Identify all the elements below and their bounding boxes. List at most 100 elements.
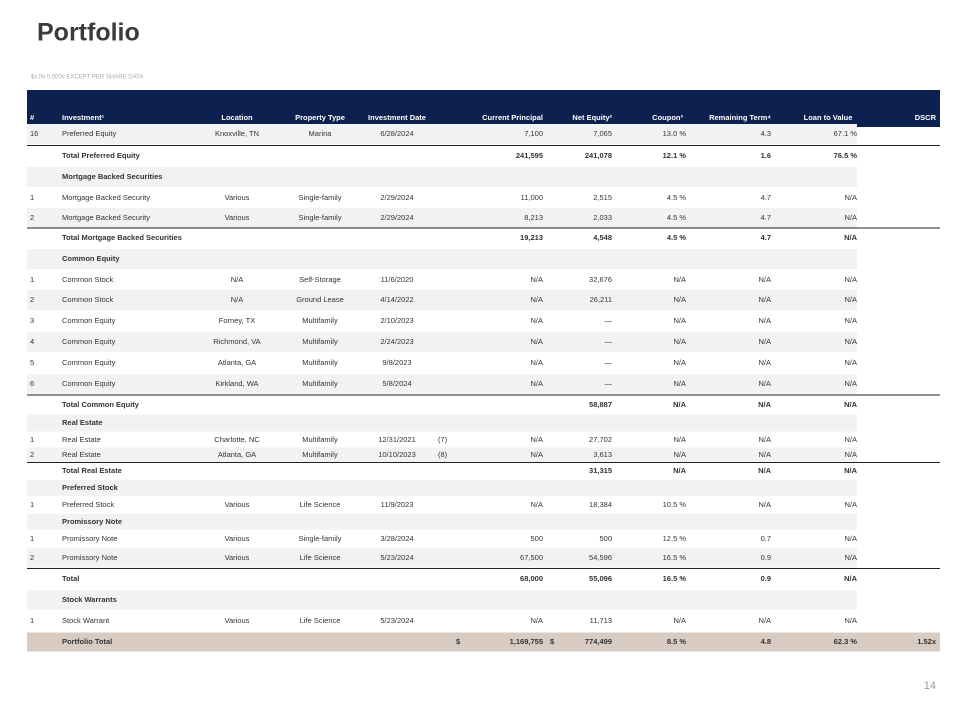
cell: — bbox=[605, 358, 613, 367]
cell: N/A bbox=[673, 337, 686, 346]
cell: 12.5 % bbox=[663, 534, 687, 543]
cell: 12/31/2021 bbox=[378, 435, 416, 444]
cell: Charlotte, NC bbox=[214, 435, 260, 444]
cell: 67,500 bbox=[520, 553, 543, 562]
section-label: Preferred Stock bbox=[62, 483, 119, 492]
row-band bbox=[27, 374, 857, 394]
page-title: Portfolio bbox=[37, 19, 140, 47]
cell: N/A bbox=[844, 275, 857, 284]
cell: N/A bbox=[758, 466, 772, 475]
header-cell: Investment Date bbox=[368, 113, 426, 122]
currency: $ bbox=[550, 637, 555, 646]
currency: $ bbox=[456, 637, 461, 646]
cell: Ground Lease bbox=[296, 295, 344, 304]
cell: Common Stock bbox=[62, 295, 114, 304]
row-band bbox=[27, 167, 857, 187]
cell: 1 bbox=[30, 275, 34, 284]
page-number: 14 bbox=[924, 680, 936, 692]
cell: 4.8 bbox=[761, 637, 771, 646]
cell: N/A bbox=[530, 616, 543, 625]
cell: N/A bbox=[673, 358, 686, 367]
cell: 11,713 bbox=[590, 616, 612, 625]
header-cell: Net Equity² bbox=[572, 113, 612, 122]
cell: N/A bbox=[844, 534, 857, 543]
cell: 16.5 % bbox=[663, 553, 687, 562]
cell: N/A bbox=[673, 616, 686, 625]
cell: 4.7 bbox=[761, 213, 771, 222]
cell: 10/10/2023 bbox=[378, 450, 416, 459]
cell: 32,676 bbox=[589, 275, 612, 284]
cell: Single-family bbox=[299, 213, 342, 222]
cell: Total Mortgage Backed Securities bbox=[62, 233, 182, 242]
footnote-mark: (8) bbox=[438, 450, 448, 459]
cell: N/A bbox=[673, 400, 687, 409]
cell: 4/14/2022 bbox=[380, 295, 413, 304]
cell: 4.7 bbox=[761, 193, 771, 202]
cell: 2,515 bbox=[593, 193, 612, 202]
cell: 62.3 % bbox=[834, 637, 858, 646]
subtitle: $s IN 0,000s EXCEPT PER SHARE DATA bbox=[31, 75, 143, 81]
header-cell: Property Type bbox=[295, 113, 345, 122]
cell: 6/28/2024 bbox=[380, 129, 413, 138]
cell: N/A bbox=[673, 435, 686, 444]
cell: 3 bbox=[30, 316, 34, 325]
cell: 3/28/2024 bbox=[380, 534, 413, 543]
cell: Single-family bbox=[299, 193, 342, 202]
cell: Stock Warrant bbox=[62, 616, 110, 625]
cell: N/A bbox=[844, 337, 857, 346]
cell: N/A bbox=[530, 450, 543, 459]
cell: N/A bbox=[231, 295, 244, 304]
header-cell: Current Principal bbox=[482, 113, 543, 122]
cell: — bbox=[605, 316, 613, 325]
row-band bbox=[27, 548, 857, 568]
header-cell: Location bbox=[221, 113, 253, 122]
cell: Atlanta, GA bbox=[218, 450, 256, 459]
section-label: Common Equity bbox=[62, 254, 120, 263]
cell: Single-family bbox=[299, 534, 342, 543]
cell: 500 bbox=[530, 534, 543, 543]
cell: N/A bbox=[530, 295, 543, 304]
cell: N/A bbox=[530, 337, 543, 346]
cell: Portfolio Total bbox=[62, 637, 112, 646]
cell: 26,211 bbox=[590, 295, 612, 304]
cell: 0.9 bbox=[761, 553, 771, 562]
cell: Knoxville, TN bbox=[215, 129, 259, 138]
row-band bbox=[27, 249, 857, 269]
cell: Life Science bbox=[300, 616, 341, 625]
cell: N/A bbox=[530, 435, 543, 444]
cell: 18,384 bbox=[589, 500, 612, 509]
cell: N/A bbox=[530, 500, 543, 509]
cell: 1 bbox=[30, 500, 34, 509]
cell: 11/6/2020 bbox=[381, 275, 414, 284]
cell: 5/8/2024 bbox=[382, 379, 411, 388]
row-band bbox=[27, 480, 857, 496]
cell: 3,613 bbox=[593, 450, 612, 459]
header-cell: Coupon³ bbox=[652, 113, 683, 122]
row-band bbox=[27, 514, 857, 530]
row-band bbox=[27, 332, 857, 352]
header-cell: # bbox=[30, 113, 35, 122]
cell: Real Estate bbox=[62, 450, 101, 459]
cell: 4.5 % bbox=[667, 193, 687, 202]
cell: 16 bbox=[30, 129, 38, 138]
cell: N/A bbox=[844, 553, 857, 562]
header-band bbox=[27, 90, 940, 127]
cell: 1.52x bbox=[917, 637, 937, 646]
cell: Various bbox=[225, 213, 250, 222]
cell: 54,596 bbox=[589, 553, 612, 562]
cell: N/A bbox=[844, 213, 857, 222]
cell: 12.1 % bbox=[663, 151, 687, 160]
cell: N/A bbox=[673, 450, 686, 459]
cell: Kirkland, WA bbox=[215, 379, 258, 388]
cell: 2/24/2023 bbox=[380, 337, 413, 346]
cell: Real Estate bbox=[62, 435, 101, 444]
cell: N/A bbox=[844, 435, 857, 444]
cell: 6 bbox=[30, 379, 34, 388]
cell: N/A bbox=[758, 275, 771, 284]
cell: 16.5 % bbox=[663, 574, 687, 583]
cell: N/A bbox=[673, 316, 686, 325]
cell: 1 bbox=[30, 435, 34, 444]
cell: Promissory Note bbox=[62, 553, 117, 562]
row-band bbox=[27, 290, 857, 310]
